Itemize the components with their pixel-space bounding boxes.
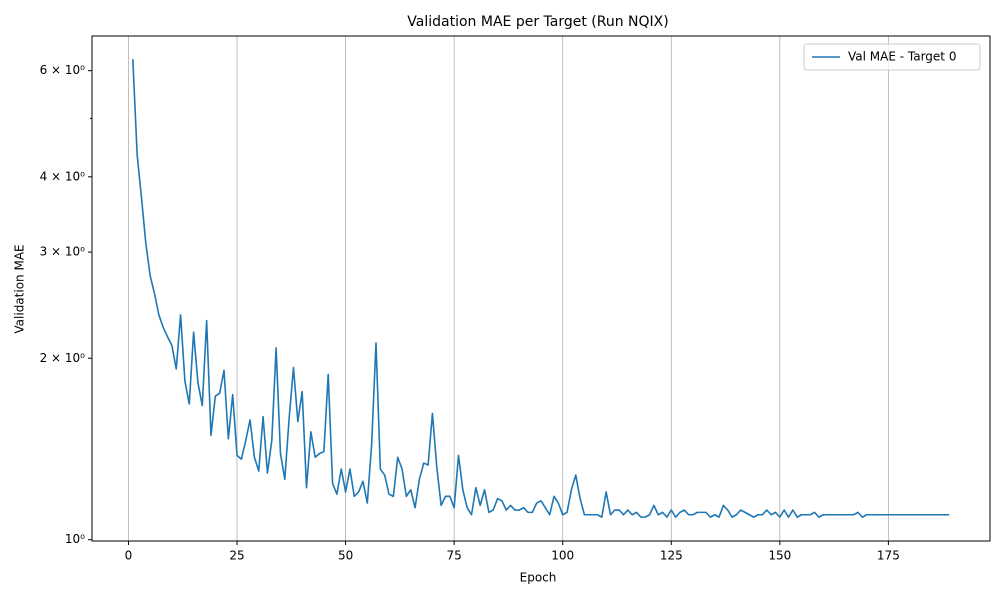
x-tick-label: 175 xyxy=(877,549,900,563)
y-tick-label: 2 × 10⁰ xyxy=(40,351,86,365)
chart-title: Validation MAE per Target (Run NQIX) xyxy=(407,14,668,30)
x-tick-label: 0 xyxy=(125,549,133,563)
x-tick-label: 150 xyxy=(768,549,791,563)
legend-label: Val MAE - Target 0 xyxy=(848,50,956,64)
y-tick-label: 3 × 10⁰ xyxy=(40,245,86,259)
y-tick-label: 6 × 10⁰ xyxy=(40,63,86,77)
y-axis-label: Validation MAE xyxy=(13,244,27,333)
legend-box xyxy=(803,43,981,71)
x-axis-label: Epoch xyxy=(520,571,557,585)
plot-frame xyxy=(91,35,991,542)
y-tick-label: 10⁰ xyxy=(65,532,85,546)
data-line xyxy=(132,59,950,518)
x-tick-label: 125 xyxy=(660,549,683,563)
x-tick-label: 75 xyxy=(447,549,462,563)
x-tick-label: 100 xyxy=(551,549,574,563)
x-tick-label: 25 xyxy=(229,549,244,563)
x-tick-label: 50 xyxy=(338,549,353,563)
y-tick-label: 4 × 10⁰ xyxy=(40,169,86,183)
